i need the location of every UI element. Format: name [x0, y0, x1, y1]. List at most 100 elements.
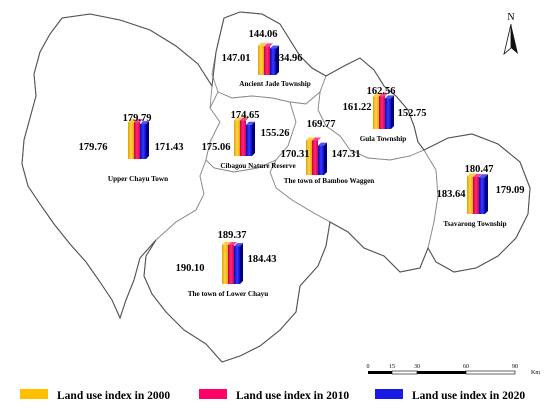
bar-the-town-of-lower-chayu-2020 — [234, 246, 240, 284]
region-charts: 179.76 179.79 171.43 Upper Chayu Town 147.01… — [79, 29, 525, 298]
value-2020-upper-chayu-town: 171.43 — [155, 142, 184, 153]
bar-the-town-of-bamboo-waggen-2010 — [312, 140, 318, 175]
scale-tick-90: 90 — [512, 364, 518, 370]
value-2010-the-town-of-lower-chayu: 189.37 — [218, 230, 247, 241]
value-2020-cibagou-nature-reserve: 155.26 — [261, 128, 290, 139]
bar-cibagou-nature-reserve-2020 — [246, 124, 252, 156]
legend-swatch-2000 — [20, 389, 48, 399]
scale-tick-60: 60 — [463, 364, 469, 370]
bar-tsavarong-township-2000 — [467, 176, 473, 214]
bar-the-town-of-lower-chayu-2010 — [228, 244, 234, 284]
region-name-the-town-of-lower-chayu: The town of Lower Chayu — [188, 290, 269, 298]
value-2020-the-town-of-lower-chayu: 184.43 — [248, 254, 277, 265]
map-outline — [21, 11, 531, 363]
region-name-tsavarong-township: Tsavarong Township — [443, 220, 506, 228]
bar-gula-township-2020 — [385, 98, 391, 129]
scale-segment-2 — [391, 370, 418, 375]
region-name-ancient-jade-township: Ancient Jade Township — [239, 80, 311, 88]
bar-top-cibagou-nature-reserve-2010 — [240, 117, 249, 121]
bar-ancient-jade-township-2000 — [258, 45, 264, 75]
north-arrow-label: N — [507, 12, 514, 23]
region-name-upper-chayu-town: Upper Chayu Town — [108, 175, 168, 183]
value-2000-upper-chayu-town: 179.76 — [79, 142, 108, 153]
value-2020-ancient-jade-township: 134.96 — [274, 53, 303, 64]
bar-cibagou-nature-reserve-2010 — [240, 120, 246, 156]
value-2020-gula-township: 152.75 — [398, 108, 427, 119]
bar-side-tsavarong-township — [485, 174, 488, 214]
bar-ancient-jade-township-2020 — [270, 48, 276, 75]
bar-tsavarong-township-2020 — [479, 177, 485, 214]
value-2020-the-town-of-bamboo-waggen: 147.31 — [332, 149, 361, 160]
scale-segment-3 — [417, 371, 466, 374]
bar-side-cibagou-nature-reserve — [252, 121, 255, 156]
bar-gula-township-2010 — [379, 96, 385, 129]
value-2000-tsavarong-township: 183.64 — [437, 189, 467, 200]
bar-top-the-town-of-lower-chayu-2000 — [222, 241, 231, 245]
bar-side-gula-township — [391, 95, 394, 129]
map-regions — [21, 11, 531, 363]
value-2000-ancient-jade-township: 147.01 — [222, 53, 251, 64]
value-2010-upper-chayu-town: 179.79 — [123, 113, 152, 124]
value-2000-the-town-of-lower-chayu: 190.10 — [176, 263, 205, 274]
scale-tick-30: 30 — [414, 364, 420, 370]
bar-upper-chayu-town-2010 — [134, 122, 140, 159]
bar-cibagou-nature-reserve-2000 — [234, 120, 240, 156]
bar-top-tsavarong-township-2000 — [467, 173, 476, 177]
legend-item-2020: Land use index in 2020 — [375, 389, 525, 402]
bar-tsavarong-township-2010 — [473, 176, 479, 214]
region-group-upper-chayu-town: 179.76 179.79 171.43 Upper Chayu Town — [79, 113, 184, 183]
bar-side-ancient-jade-township — [276, 45, 279, 75]
bar-ancient-jade-township-2010 — [264, 46, 270, 75]
bar-upper-chayu-town-2020 — [140, 124, 146, 159]
scale-tick-15: 15 — [389, 364, 395, 370]
region-name-the-town-of-bamboo-waggen: The town of Bamboo Waggen — [284, 177, 375, 185]
bar-top-upper-chayu-town-2010 — [134, 119, 143, 123]
bar-top-ancient-jade-township-2010 — [264, 43, 273, 47]
bar-gula-township-2000 — [373, 96, 379, 129]
bar-top-the-town-of-bamboo-waggen-2000 — [306, 137, 315, 141]
region-name-cibagou-nature-reserve: Cibagou Nature Reserve — [220, 162, 295, 170]
legend-label-2020: Land use index in 2020 — [412, 390, 525, 402]
value-2010-the-town-of-bamboo-waggen: 169.77 — [307, 119, 336, 130]
region-group-the-town-of-bamboo-waggen: 170.31 169.77 147.31 The town of Bamboo Wag… — [281, 119, 375, 185]
legend-item-2000: Land use index in 2000 — [20, 389, 170, 402]
value-2000-cibagou-nature-reserve: 175.06 — [202, 142, 231, 153]
north-arrow-outline-icon — [503, 23, 512, 56]
legend-item-2010: Land use index in 2010 — [199, 389, 349, 402]
value-2010-ancient-jade-township: 144.06 — [249, 29, 278, 40]
bar-side-the-town-of-lower-chayu — [240, 243, 243, 284]
bar-top-gula-township-2010 — [379, 93, 388, 97]
north-arrow-icon — [511, 24, 518, 54]
legend: Land use index in 2000 Land use index in… — [20, 389, 525, 402]
value-2010-cibagou-nature-reserve: 174.65 — [231, 110, 260, 121]
bar-side-the-town-of-bamboo-waggen — [324, 142, 327, 175]
scale-bar: 0 15 30 60 90 Km — [367, 364, 541, 376]
north-arrow: N — [503, 12, 518, 56]
bar-side-upper-chayu-town — [146, 121, 149, 159]
legend-swatch-2010 — [199, 389, 227, 399]
scale-segment-4 — [465, 370, 516, 375]
region-group-the-town-of-lower-chayu: 190.10 189.37 184.43 The town of Lower Chay… — [176, 230, 277, 298]
legend-label-2000: Land use index in 2000 — [57, 390, 170, 402]
scale-tick-0: 0 — [367, 364, 370, 370]
region-group-ancient-jade-township: 147.01 144.06 134.96 Ancient Jade Township — [222, 29, 311, 88]
bar-the-town-of-lower-chayu-2000 — [222, 244, 228, 284]
value-2020-tsavarong-township: 179.09 — [496, 185, 525, 196]
scale-unit: Km — [531, 370, 540, 376]
scale-segment-1 — [368, 371, 392, 374]
bar-the-town-of-bamboo-waggen-2000 — [306, 140, 312, 175]
bar-top-cibagou-nature-reserve-2000 — [234, 117, 243, 121]
value-2000-gula-township: 161.22 — [343, 102, 372, 113]
bar-the-town-of-bamboo-waggen-2020 — [318, 145, 324, 175]
bar-top-tsavarong-township-2010 — [473, 173, 482, 177]
region-name-gula-township: Gula Township — [360, 135, 407, 143]
legend-swatch-2020 — [375, 389, 403, 399]
value-2010-tsavarong-township: 180.47 — [465, 164, 494, 175]
bar-top-ancient-jade-township-2000 — [258, 42, 267, 46]
bar-top-the-town-of-lower-chayu-2010 — [228, 241, 237, 245]
legend-label-2010: Land use index in 2010 — [236, 390, 349, 402]
